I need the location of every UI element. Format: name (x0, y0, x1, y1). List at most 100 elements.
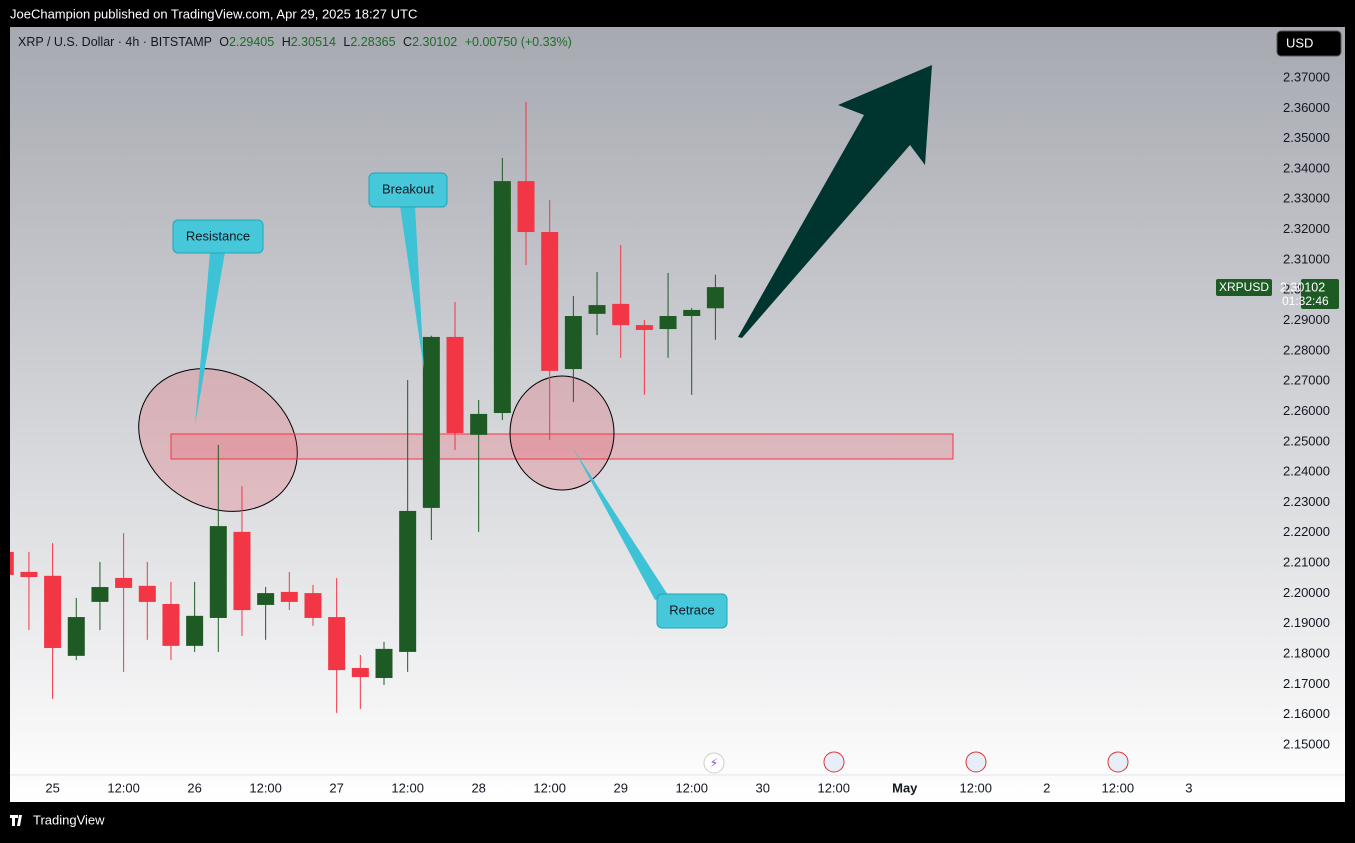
candle-body (564, 316, 582, 370)
candle-body (541, 232, 559, 371)
callout-pointer (400, 206, 424, 370)
candle-body (44, 575, 62, 648)
candle-body (138, 585, 156, 602)
brand: TradingView (10, 812, 105, 827)
ohlc-key: H (282, 35, 291, 49)
candle-body (517, 181, 535, 233)
y-tick-label: 2.37000 (1283, 69, 1330, 84)
symbol-tag (1216, 279, 1272, 296)
change: +0.00750 (+0.33%) (465, 35, 572, 49)
countdown: 01:32:46 (1282, 294, 1329, 308)
candle-body (20, 571, 38, 578)
symbol-tag-text: XRPUSD (1219, 280, 1269, 294)
candle-body (233, 531, 251, 611)
callout (368, 172, 448, 208)
candle-body (588, 305, 606, 314)
chart-panel (10, 27, 1345, 802)
x-tick-label: 12:00 (249, 780, 282, 795)
y-tick-label: 2.32000 (1283, 221, 1330, 236)
highlight-ellipse (509, 375, 615, 491)
candle-body (635, 325, 653, 330)
ohlc-key: O (219, 35, 229, 49)
candle-body (470, 413, 488, 435)
y-tick-label: 2.19000 (1283, 615, 1330, 630)
up-arrow (738, 65, 932, 338)
ohlc-value: 2.28365 (350, 35, 395, 49)
ohlc-value: 2.30102 (412, 35, 457, 49)
candle-body (186, 615, 204, 646)
callout-text: Retrace (669, 602, 715, 617)
x-tick-label: 12:00 (675, 780, 708, 795)
candle-body (683, 309, 701, 317)
support-zone (170, 433, 954, 460)
published-note: JoeChampion published on TradingView.com… (10, 6, 417, 21)
callout (172, 219, 264, 254)
svg-text:⚡: ⚡ (710, 756, 718, 770)
y-tick-label: 2.31000 (1283, 251, 1330, 266)
ohlc-value: 2.29405 (229, 35, 274, 49)
y-tick-label: 2.20000 (1283, 585, 1330, 600)
y-tick-label: 2.16000 (1283, 706, 1330, 721)
candle-body (10, 551, 14, 575)
y-tick-label: 2.35000 (1283, 130, 1330, 145)
candle-body (91, 587, 109, 602)
y-tick-label: 2.24000 (1283, 464, 1330, 479)
x-tick-label: 3 (1185, 780, 1192, 795)
x-tick-label: 12:00 (533, 780, 566, 795)
callout-pointer (573, 448, 668, 600)
x-tick-label: 30 (755, 780, 769, 795)
candle-body (115, 577, 133, 588)
y-tick-label: 2.26000 (1283, 403, 1330, 418)
candle-body (422, 336, 440, 508)
candle-body (399, 510, 417, 652)
y-tick-label: 2.36000 (1283, 100, 1330, 115)
symbol-title: XRP / U.S. Dollar · 4h · BITSTAMP (18, 35, 212, 49)
plot-area (10, 101, 954, 713)
callout-pointer (195, 252, 225, 425)
x-tick-label: 12:00 (391, 780, 424, 795)
y-tick-label: 2.23000 (1283, 494, 1330, 509)
x-tick-label: 12:00 (107, 780, 140, 795)
y-tick-label: 2.27000 (1283, 373, 1330, 388)
candle-body (280, 591, 298, 602)
last-price-tag (1301, 279, 1339, 309)
candle-body (493, 181, 511, 414)
candle-body (162, 604, 180, 646)
last-price: 2.30102 (1280, 280, 1325, 294)
ohlc-key: C (403, 35, 412, 49)
y-tick-label: 2.15000 (1283, 736, 1330, 751)
legend-header: XRP / U.S. Dollar · 4h · BITSTAMP O2.294… (18, 35, 572, 49)
x-tick-label: 12:00 (959, 780, 992, 795)
brand-name: TradingView (33, 812, 105, 827)
candle-body (659, 316, 677, 330)
candle-body (446, 336, 464, 434)
currency-button[interactable] (1276, 30, 1342, 57)
candle-body (375, 648, 393, 678)
callout-text: Breakout (382, 181, 434, 196)
x-tick-label: May (892, 780, 918, 795)
y-tick-label: 2.33000 (1283, 191, 1330, 206)
annotations: Resistance Breakout Retrace ⚡ XRPUSD 2.3… (172, 65, 1339, 774)
ohlc-key: L (343, 35, 350, 49)
candle-body (351, 667, 369, 678)
candle-body (706, 287, 724, 309)
x-tick-label: 27 (329, 780, 343, 795)
x-tick-label: 2 (1043, 780, 1050, 795)
candle-body (209, 526, 227, 618)
x-tick-label: 28 (471, 780, 485, 795)
candle-body (612, 303, 630, 326)
y-tick-label: 2.28000 (1283, 342, 1330, 357)
x-tick-label: 12:00 (817, 780, 850, 795)
y-tick-label: 2.29000 (1283, 312, 1330, 327)
candle-body (257, 593, 275, 605)
y-tick-label: 2.25000 (1283, 433, 1330, 448)
x-tick-label: 12:00 (1102, 780, 1135, 795)
candle-body (304, 593, 322, 618)
y-tick-label: 2.21000 (1283, 555, 1330, 570)
y-tick-label: 2.34000 (1283, 160, 1330, 175)
event-icons: ⚡ (703, 751, 1129, 774)
candle-body (67, 617, 85, 656)
ohlc-value: 2.30514 (291, 35, 336, 49)
